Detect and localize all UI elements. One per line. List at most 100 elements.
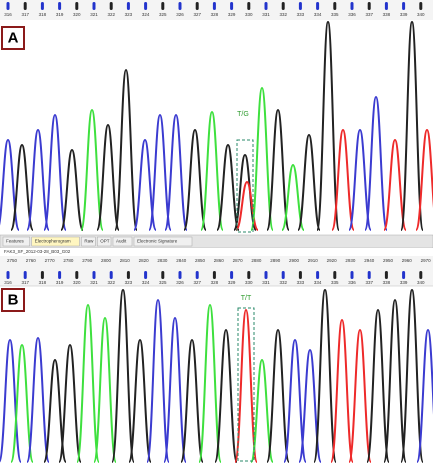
trace-peak bbox=[400, 20, 424, 231]
base-marker bbox=[92, 2, 96, 10]
tab-label[interactable]: Electropherogram bbox=[35, 239, 71, 244]
trace-peak bbox=[96, 123, 120, 231]
base-number: 318 bbox=[39, 12, 47, 17]
ruler-a bbox=[0, 0, 433, 20]
trace-peak bbox=[233, 153, 257, 231]
trace-peak bbox=[0, 338, 22, 463]
tab[interactable] bbox=[81, 236, 96, 247]
trace-peak bbox=[416, 328, 433, 463]
base-marker bbox=[126, 271, 130, 279]
trace-peak bbox=[415, 128, 433, 231]
base-marker bbox=[281, 2, 285, 10]
tab[interactable] bbox=[31, 236, 80, 247]
base-marker bbox=[75, 271, 79, 279]
tab-label[interactable]: Features bbox=[6, 239, 25, 244]
trace-peak bbox=[316, 20, 340, 231]
base-marker bbox=[367, 271, 371, 279]
base-number: 329 bbox=[228, 12, 236, 17]
ruler-number: 2890 bbox=[270, 258, 281, 263]
trace-peak bbox=[146, 298, 170, 463]
ruler-number: 2840 bbox=[176, 258, 187, 263]
trace-peak bbox=[297, 133, 321, 231]
ruler-number: 2850 bbox=[195, 258, 206, 263]
trace-peak bbox=[281, 163, 305, 231]
base-number: 339 bbox=[400, 12, 408, 17]
base-number: 316 bbox=[4, 12, 12, 17]
panel-label-box bbox=[1, 288, 25, 312]
tab[interactable] bbox=[133, 236, 193, 247]
ruler-number: 2770 bbox=[45, 258, 56, 263]
trace-peak bbox=[283, 338, 307, 463]
panel-label: A bbox=[8, 29, 19, 46]
base-number: 335 bbox=[331, 280, 339, 285]
base-number: 339 bbox=[400, 280, 408, 285]
ruler-number: 2970 bbox=[421, 258, 432, 263]
base-number: 322 bbox=[107, 12, 115, 17]
ruler-number: 2800 bbox=[101, 258, 112, 263]
tab-label[interactable]: Electronic Signature bbox=[137, 239, 178, 244]
highlight-box bbox=[236, 139, 254, 233]
base-marker bbox=[247, 2, 251, 10]
base-number: 330 bbox=[245, 280, 253, 285]
base-number: 335 bbox=[331, 12, 339, 17]
base-number: 336 bbox=[348, 280, 356, 285]
ruler-number: 2830 bbox=[157, 258, 168, 263]
base-number: 333 bbox=[297, 12, 305, 17]
trace-peak bbox=[266, 108, 290, 231]
ruler-number: 2910 bbox=[308, 258, 319, 263]
base-number: 338 bbox=[383, 12, 391, 17]
base-number: 317 bbox=[21, 12, 29, 17]
base-number: 329 bbox=[228, 280, 236, 285]
base-marker bbox=[6, 2, 10, 10]
base-marker bbox=[144, 2, 148, 10]
base-number: 340 bbox=[417, 280, 425, 285]
base-marker bbox=[23, 271, 27, 279]
base-marker bbox=[316, 271, 320, 279]
base-number: 338 bbox=[383, 280, 391, 285]
base-number: 326 bbox=[176, 12, 184, 17]
trace-peak bbox=[58, 343, 82, 463]
tab-label[interactable]: Raw bbox=[84, 239, 94, 244]
base-number: 317 bbox=[21, 280, 29, 285]
trace-peak bbox=[331, 128, 355, 231]
trace-peak bbox=[266, 328, 290, 463]
base-marker bbox=[6, 271, 10, 279]
base-number: 322 bbox=[107, 280, 115, 285]
ruler-number: 2960 bbox=[402, 258, 413, 263]
trace-peak bbox=[366, 308, 390, 463]
tab[interactable] bbox=[96, 236, 112, 247]
base-number: 321 bbox=[90, 280, 98, 285]
base-number: 332 bbox=[279, 280, 287, 285]
trace-peak bbox=[200, 110, 224, 231]
base-number: 318 bbox=[39, 280, 47, 285]
base-number: 328 bbox=[211, 12, 219, 17]
base-marker bbox=[247, 271, 251, 279]
base-marker bbox=[161, 2, 165, 10]
base-number: 320 bbox=[73, 12, 81, 17]
trace-peak bbox=[43, 113, 67, 231]
base-number: 340 bbox=[417, 12, 425, 17]
ruler-number: 2930 bbox=[345, 258, 356, 263]
trace-peak bbox=[313, 288, 337, 463]
ruler-number: 2870 bbox=[233, 258, 244, 263]
base-number: 325 bbox=[159, 280, 167, 285]
base-marker bbox=[402, 2, 406, 10]
base-marker bbox=[350, 2, 354, 10]
base-marker bbox=[350, 271, 354, 279]
file-name: FAK3_SF_2012-03-28_B03_G02 bbox=[4, 249, 71, 254]
base-marker bbox=[333, 2, 337, 10]
tab-label[interactable]: OPT bbox=[100, 239, 110, 244]
base-number: 323 bbox=[125, 280, 133, 285]
base-number: 327 bbox=[193, 280, 201, 285]
base-marker bbox=[40, 271, 44, 279]
base-number: 334 bbox=[314, 12, 322, 17]
base-marker bbox=[161, 271, 165, 279]
trace-peak bbox=[198, 303, 222, 463]
annotation: T/T bbox=[241, 295, 252, 302]
ruler-number: 2940 bbox=[364, 258, 375, 263]
tab[interactable] bbox=[2, 236, 30, 247]
trace-peak bbox=[364, 95, 388, 231]
tab-label[interactable]: Audit bbox=[116, 239, 127, 244]
tab[interactable] bbox=[112, 236, 133, 247]
